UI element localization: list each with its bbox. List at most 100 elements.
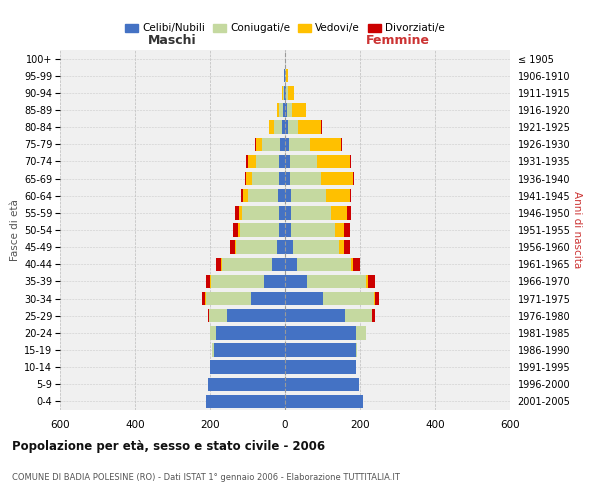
Bar (285, 172, 290, 186)
Bar (262, 138, 280, 151)
Bar (279, 154, 285, 168)
Bar (287, 86, 293, 100)
Bar (248, 189, 278, 202)
Text: Maschi: Maschi (148, 34, 197, 48)
Bar (345, 309, 372, 322)
Bar (307, 274, 366, 288)
Bar (285, 360, 355, 374)
Bar (235, 240, 236, 254)
Y-axis label: Fasce di età: Fasce di età (10, 199, 20, 261)
Bar (285, 258, 297, 271)
Bar (248, 154, 256, 168)
Bar (206, 394, 285, 408)
Bar (269, 120, 274, 134)
Bar (215, 326, 285, 340)
Bar (349, 154, 350, 168)
Bar (242, 189, 248, 202)
Bar (238, 224, 240, 236)
Bar (355, 344, 358, 356)
Bar (206, 274, 210, 288)
Bar (375, 292, 379, 306)
Bar (246, 154, 248, 168)
Bar (297, 258, 350, 271)
Bar (290, 154, 317, 168)
Bar (291, 224, 335, 236)
Bar (222, 258, 272, 271)
Bar (285, 292, 323, 306)
Bar (227, 309, 285, 322)
Bar (317, 154, 349, 168)
Bar (349, 189, 352, 202)
Bar (290, 172, 322, 186)
Bar (341, 138, 342, 151)
Bar (350, 258, 353, 271)
Bar (221, 258, 222, 271)
Bar (208, 309, 209, 322)
Bar (247, 172, 253, 186)
Bar (286, 69, 288, 82)
Bar (285, 206, 290, 220)
Bar (298, 120, 322, 134)
Bar (285, 309, 345, 322)
Bar (230, 240, 235, 254)
Bar (285, 224, 291, 236)
Bar (251, 292, 285, 306)
Bar (245, 172, 247, 186)
Bar (278, 189, 285, 202)
Bar (205, 292, 251, 306)
Bar (366, 274, 367, 288)
Bar (285, 240, 293, 254)
Bar (240, 224, 278, 236)
Bar (280, 138, 285, 151)
Legend: Celibi/Nubili, Coniugati/e, Vedovi/e, Divorziati/e: Celibi/Nubili, Coniugati/e, Vedovi/e, Di… (121, 20, 449, 38)
Y-axis label: Anni di nascita: Anni di nascita (572, 192, 581, 268)
Bar (285, 344, 355, 356)
Bar (289, 138, 310, 151)
Bar (208, 378, 285, 391)
Bar (343, 240, 349, 254)
Bar (290, 206, 331, 220)
Bar (353, 258, 361, 271)
Bar (347, 206, 352, 220)
Bar (233, 224, 238, 236)
Bar (280, 104, 283, 117)
Bar (217, 258, 221, 271)
Bar (287, 104, 292, 117)
Bar (210, 360, 285, 374)
Bar (283, 104, 285, 117)
Bar (278, 206, 285, 220)
Bar (202, 292, 205, 306)
Bar (277, 240, 285, 254)
Bar (277, 104, 280, 117)
Bar (335, 224, 343, 236)
Bar (285, 138, 289, 151)
Bar (340, 240, 343, 254)
Bar (285, 274, 307, 288)
Bar (281, 86, 283, 100)
Bar (282, 120, 285, 134)
Bar (310, 138, 341, 151)
Bar (285, 154, 290, 168)
Bar (209, 309, 227, 322)
Bar (287, 120, 298, 134)
Text: Popolazione per età, sesso e stato civile - 2006: Popolazione per età, sesso e stato civil… (12, 440, 325, 453)
Bar (355, 326, 365, 340)
Bar (210, 274, 211, 288)
Text: COMUNE DI BADIA POLESINE (RO) - Dati ISTAT 1° gennaio 2006 - Elaborazione TUTTIT: COMUNE DI BADIA POLESINE (RO) - Dati IST… (12, 473, 400, 482)
Bar (278, 224, 285, 236)
Bar (285, 378, 359, 391)
Bar (291, 189, 326, 202)
Bar (278, 172, 285, 186)
Bar (374, 292, 375, 306)
Bar (214, 344, 285, 356)
Bar (274, 120, 282, 134)
Bar (265, 274, 285, 288)
Bar (256, 154, 279, 168)
Bar (285, 394, 363, 408)
Bar (292, 104, 305, 117)
Bar (343, 224, 349, 236)
Bar (285, 189, 291, 202)
Bar (331, 206, 347, 220)
Bar (283, 86, 284, 100)
Bar (239, 206, 242, 220)
